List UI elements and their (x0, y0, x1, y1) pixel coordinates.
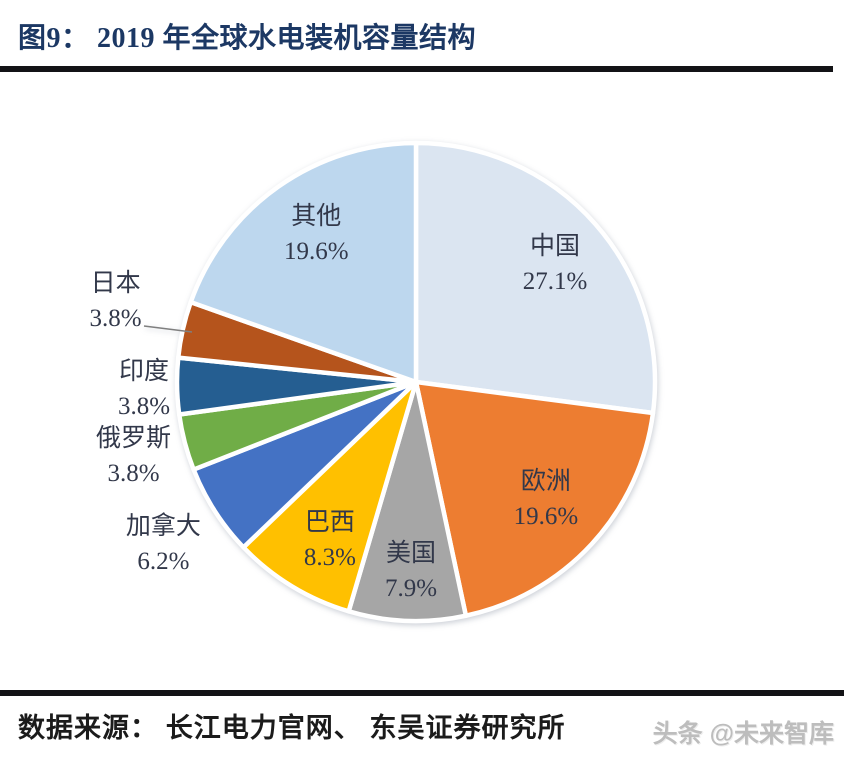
footer-divider (0, 690, 844, 696)
pie-slice-europe (413, 379, 656, 618)
pie-slice-other (188, 140, 419, 385)
watermark: 头条 @未来智库 (652, 720, 834, 748)
pie-slice-china (413, 140, 658, 416)
title-divider (0, 66, 833, 72)
japan-leader-line (143, 325, 193, 333)
figure-title: 图9： 2019 年全球水电装机容量结构 (18, 23, 477, 54)
pie-slice-usa (346, 379, 469, 624)
pie-svg (143, 140, 658, 624)
pie-slice-brazil (241, 379, 419, 614)
data-source: 数据来源： 长江电力官网、 东吴证券研究所 (18, 713, 566, 743)
